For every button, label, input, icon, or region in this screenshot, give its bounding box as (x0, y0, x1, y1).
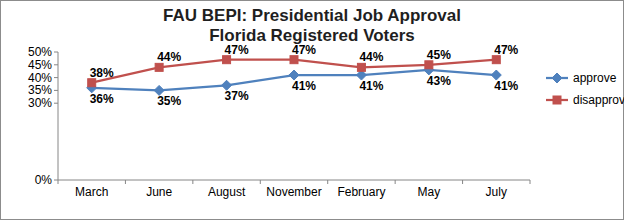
data-label: 44% (359, 50, 383, 64)
y-tick-label: 0% (35, 173, 53, 187)
data-label: 43% (427, 74, 451, 88)
marker (492, 56, 500, 64)
marker (155, 63, 163, 71)
y-tick (54, 180, 58, 181)
x-tick (395, 180, 396, 184)
x-tick (530, 180, 531, 184)
x-tick-label: June (146, 185, 172, 199)
data-label: 41% (292, 79, 316, 93)
marker (552, 73, 562, 83)
x-tick (192, 180, 193, 184)
title: FAU BEPI: Presidential Job Approval (163, 6, 461, 25)
y-tick (54, 77, 58, 78)
x-tick (260, 180, 261, 184)
y-tick-label: 40% (28, 71, 52, 85)
x-tick (327, 180, 328, 184)
y-tick (54, 103, 58, 104)
marker (553, 96, 561, 104)
y-tick-label: 30% (28, 96, 52, 110)
y-tick-label: 45% (28, 58, 52, 72)
y-tick-label: 50% (28, 45, 52, 59)
data-label: 47% (292, 43, 316, 57)
data-label: 37% (225, 89, 249, 103)
x-tick (125, 180, 126, 184)
x-tick-label: March (75, 185, 108, 199)
y-tick (54, 52, 58, 53)
x-tick-label: February (337, 185, 385, 199)
data-label: 44% (157, 50, 181, 64)
data-label: 36% (90, 92, 114, 106)
y-axis (58, 52, 59, 180)
x-tick (58, 180, 59, 184)
marker (290, 56, 298, 64)
frame (1, 1, 624, 220)
x-tick (462, 180, 463, 184)
x-axis (58, 180, 530, 181)
data-label: 41% (494, 79, 518, 93)
data-label: 47% (494, 43, 518, 57)
chart: FAU BEPI: Presidential Job ApprovalFlori… (0, 0, 624, 220)
data-label: 35% (157, 94, 181, 108)
x-tick-label: July (486, 185, 507, 199)
legend-label: approve (573, 71, 617, 85)
data-label: 45% (427, 48, 451, 62)
marker (223, 56, 231, 64)
y-tick (54, 90, 58, 91)
x-tick-label: May (418, 185, 441, 199)
marker (357, 63, 365, 71)
x-tick-label: November (266, 185, 321, 199)
marker (425, 61, 433, 69)
x-tick-label: August (208, 185, 246, 199)
data-label: 38% (90, 66, 114, 80)
data-label: 41% (359, 79, 383, 93)
marker (88, 79, 96, 87)
y-tick-label: 35% (28, 83, 52, 97)
data-label: 47% (225, 43, 249, 57)
legend-label: disapprove (573, 93, 624, 107)
y-tick (54, 64, 58, 65)
